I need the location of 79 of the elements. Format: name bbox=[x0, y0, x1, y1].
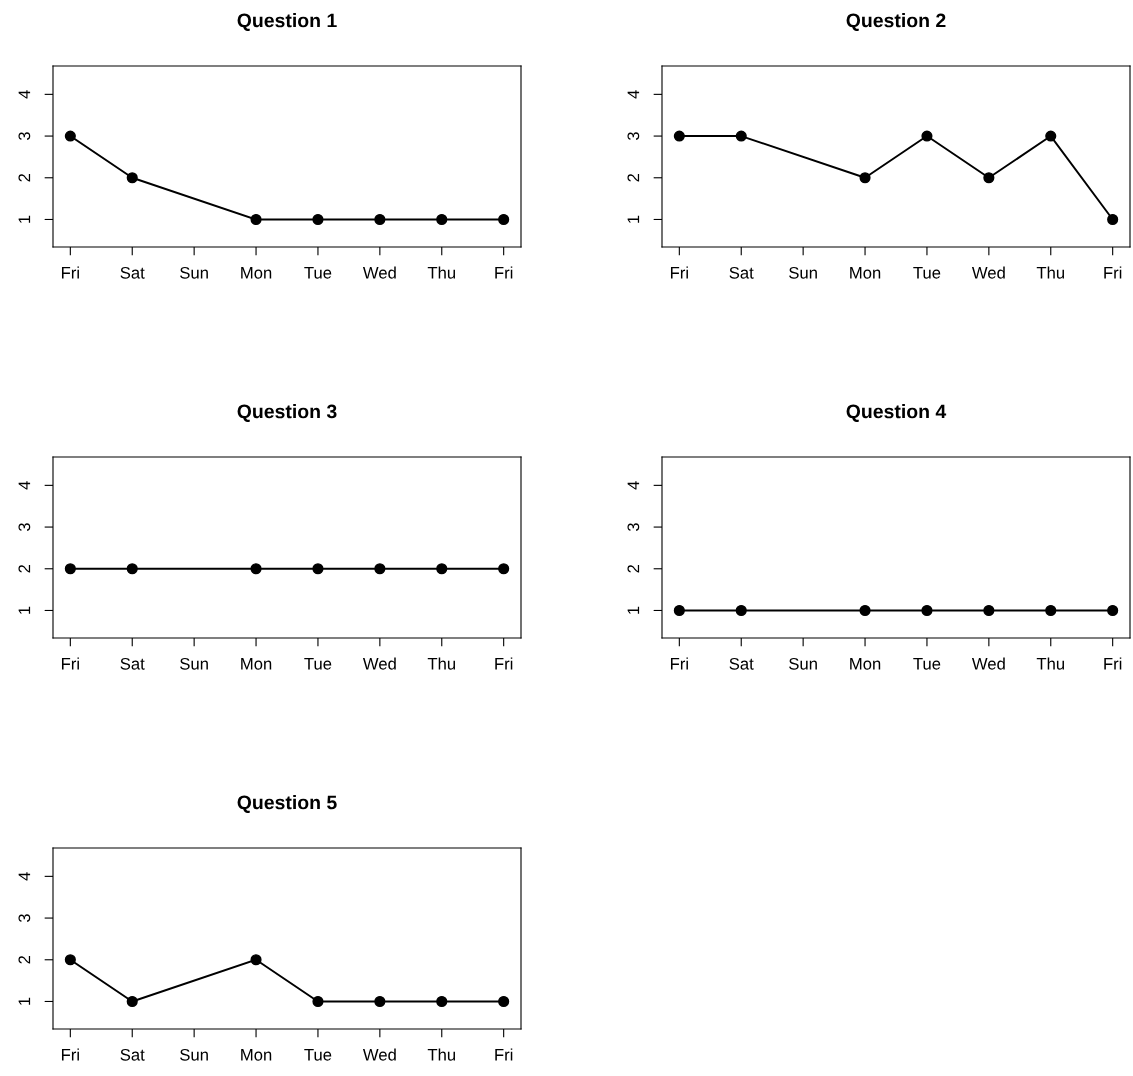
x-tick-label: Mon bbox=[850, 267, 881, 279]
x-tick-label: Fri bbox=[1104, 657, 1122, 670]
x-tick-label: Thu bbox=[1036, 266, 1065, 279]
y-tick-label: 3 bbox=[627, 523, 640, 532]
x-tick-label: Thu bbox=[427, 657, 456, 670]
y-tick-label: 1 bbox=[627, 606, 640, 614]
x-tick-label: Fri bbox=[670, 266, 688, 279]
x-tick-label: Fri bbox=[61, 657, 79, 670]
x-tick-label: Sun bbox=[789, 657, 817, 670]
x-tick-label: Mon bbox=[241, 267, 272, 279]
y-tick-label: 2 bbox=[18, 955, 31, 964]
point bbox=[983, 172, 995, 184]
x-tick-label: Wed bbox=[362, 266, 396, 279]
point bbox=[436, 213, 448, 226]
y-tick-label: 4 bbox=[627, 90, 640, 99]
y-tick-label: 1 bbox=[627, 215, 640, 223]
y-tick-label: 4 bbox=[18, 872, 31, 881]
y-tick-label: 2 bbox=[627, 564, 640, 573]
x-tick-label: Tue bbox=[304, 267, 332, 279]
point bbox=[1045, 130, 1057, 142]
x-tick-label: Wed bbox=[971, 266, 1005, 279]
y-tick-label: 2 bbox=[627, 173, 640, 182]
point bbox=[921, 130, 933, 142]
y-tick-label: 4 bbox=[627, 481, 640, 490]
x-tick-label: Sun bbox=[789, 266, 817, 279]
x-tick-label: Thu bbox=[427, 1048, 456, 1061]
x-tick-label: Fri bbox=[61, 1048, 79, 1061]
x-tick-label: Fri bbox=[61, 266, 79, 279]
x-tick-label: Fri bbox=[495, 657, 513, 670]
y-tick-label: 1 bbox=[18, 215, 31, 223]
point bbox=[735, 130, 747, 142]
y-tick-label: 3 bbox=[627, 132, 640, 141]
x-tick-label: Wed bbox=[362, 657, 396, 670]
x-tick-label: Sun bbox=[180, 266, 208, 279]
x-tick-label: Sat bbox=[120, 1048, 145, 1061]
x-tick-label: Sun bbox=[180, 657, 208, 670]
point bbox=[250, 213, 262, 226]
chart-title: Question 4 bbox=[846, 404, 947, 422]
x-tick-label: Tue bbox=[304, 658, 332, 670]
y-tick-label: 1 bbox=[18, 606, 31, 614]
x-tick-label: Tue bbox=[913, 267, 941, 279]
y-tick-label: 2 bbox=[18, 564, 31, 573]
x-tick-label: Sun bbox=[180, 1048, 208, 1061]
point bbox=[673, 130, 685, 142]
y-tick-label: 4 bbox=[18, 90, 31, 99]
chart-title: Question 5 bbox=[237, 795, 337, 813]
x-tick-label: Mon bbox=[850, 658, 881, 670]
x-tick-label: Fri bbox=[1104, 266, 1122, 279]
x-tick-label: Wed bbox=[971, 657, 1005, 670]
x-tick-label: Sat bbox=[120, 266, 145, 279]
point bbox=[312, 213, 324, 226]
y-tick-label: 3 bbox=[18, 132, 31, 141]
point bbox=[126, 172, 138, 184]
y-tick-label: 1 bbox=[18, 997, 31, 1005]
point bbox=[374, 213, 386, 226]
y-tick-label: 2 bbox=[18, 173, 31, 182]
y-tick-label: 3 bbox=[18, 914, 31, 923]
x-tick-label: Sat bbox=[729, 657, 754, 670]
x-tick-label: Tue bbox=[913, 658, 941, 670]
x-tick-label: Fri bbox=[670, 657, 688, 670]
chart-title: Question 2 bbox=[846, 13, 946, 31]
point bbox=[859, 172, 871, 184]
x-tick-label: Mon bbox=[241, 1049, 272, 1061]
point bbox=[498, 213, 510, 226]
x-tick-label: Sat bbox=[729, 266, 754, 279]
y-tick-label: 4 bbox=[18, 481, 31, 490]
x-tick-label: Fri bbox=[495, 266, 513, 279]
y-tick-label: 3 bbox=[18, 523, 31, 532]
x-tick-label: Mon bbox=[241, 658, 272, 670]
chart-title: Question 3 bbox=[237, 404, 337, 422]
x-tick-label: Fri bbox=[495, 1048, 513, 1061]
point bbox=[1107, 213, 1119, 226]
x-tick-label: Thu bbox=[427, 266, 456, 279]
x-tick-label: Sat bbox=[120, 657, 145, 670]
x-tick-label: Thu bbox=[1036, 657, 1065, 670]
chart-title: Question 1 bbox=[237, 13, 337, 31]
x-tick-label: Tue bbox=[304, 1049, 332, 1061]
point bbox=[64, 130, 76, 142]
x-tick-label: Wed bbox=[362, 1048, 396, 1061]
